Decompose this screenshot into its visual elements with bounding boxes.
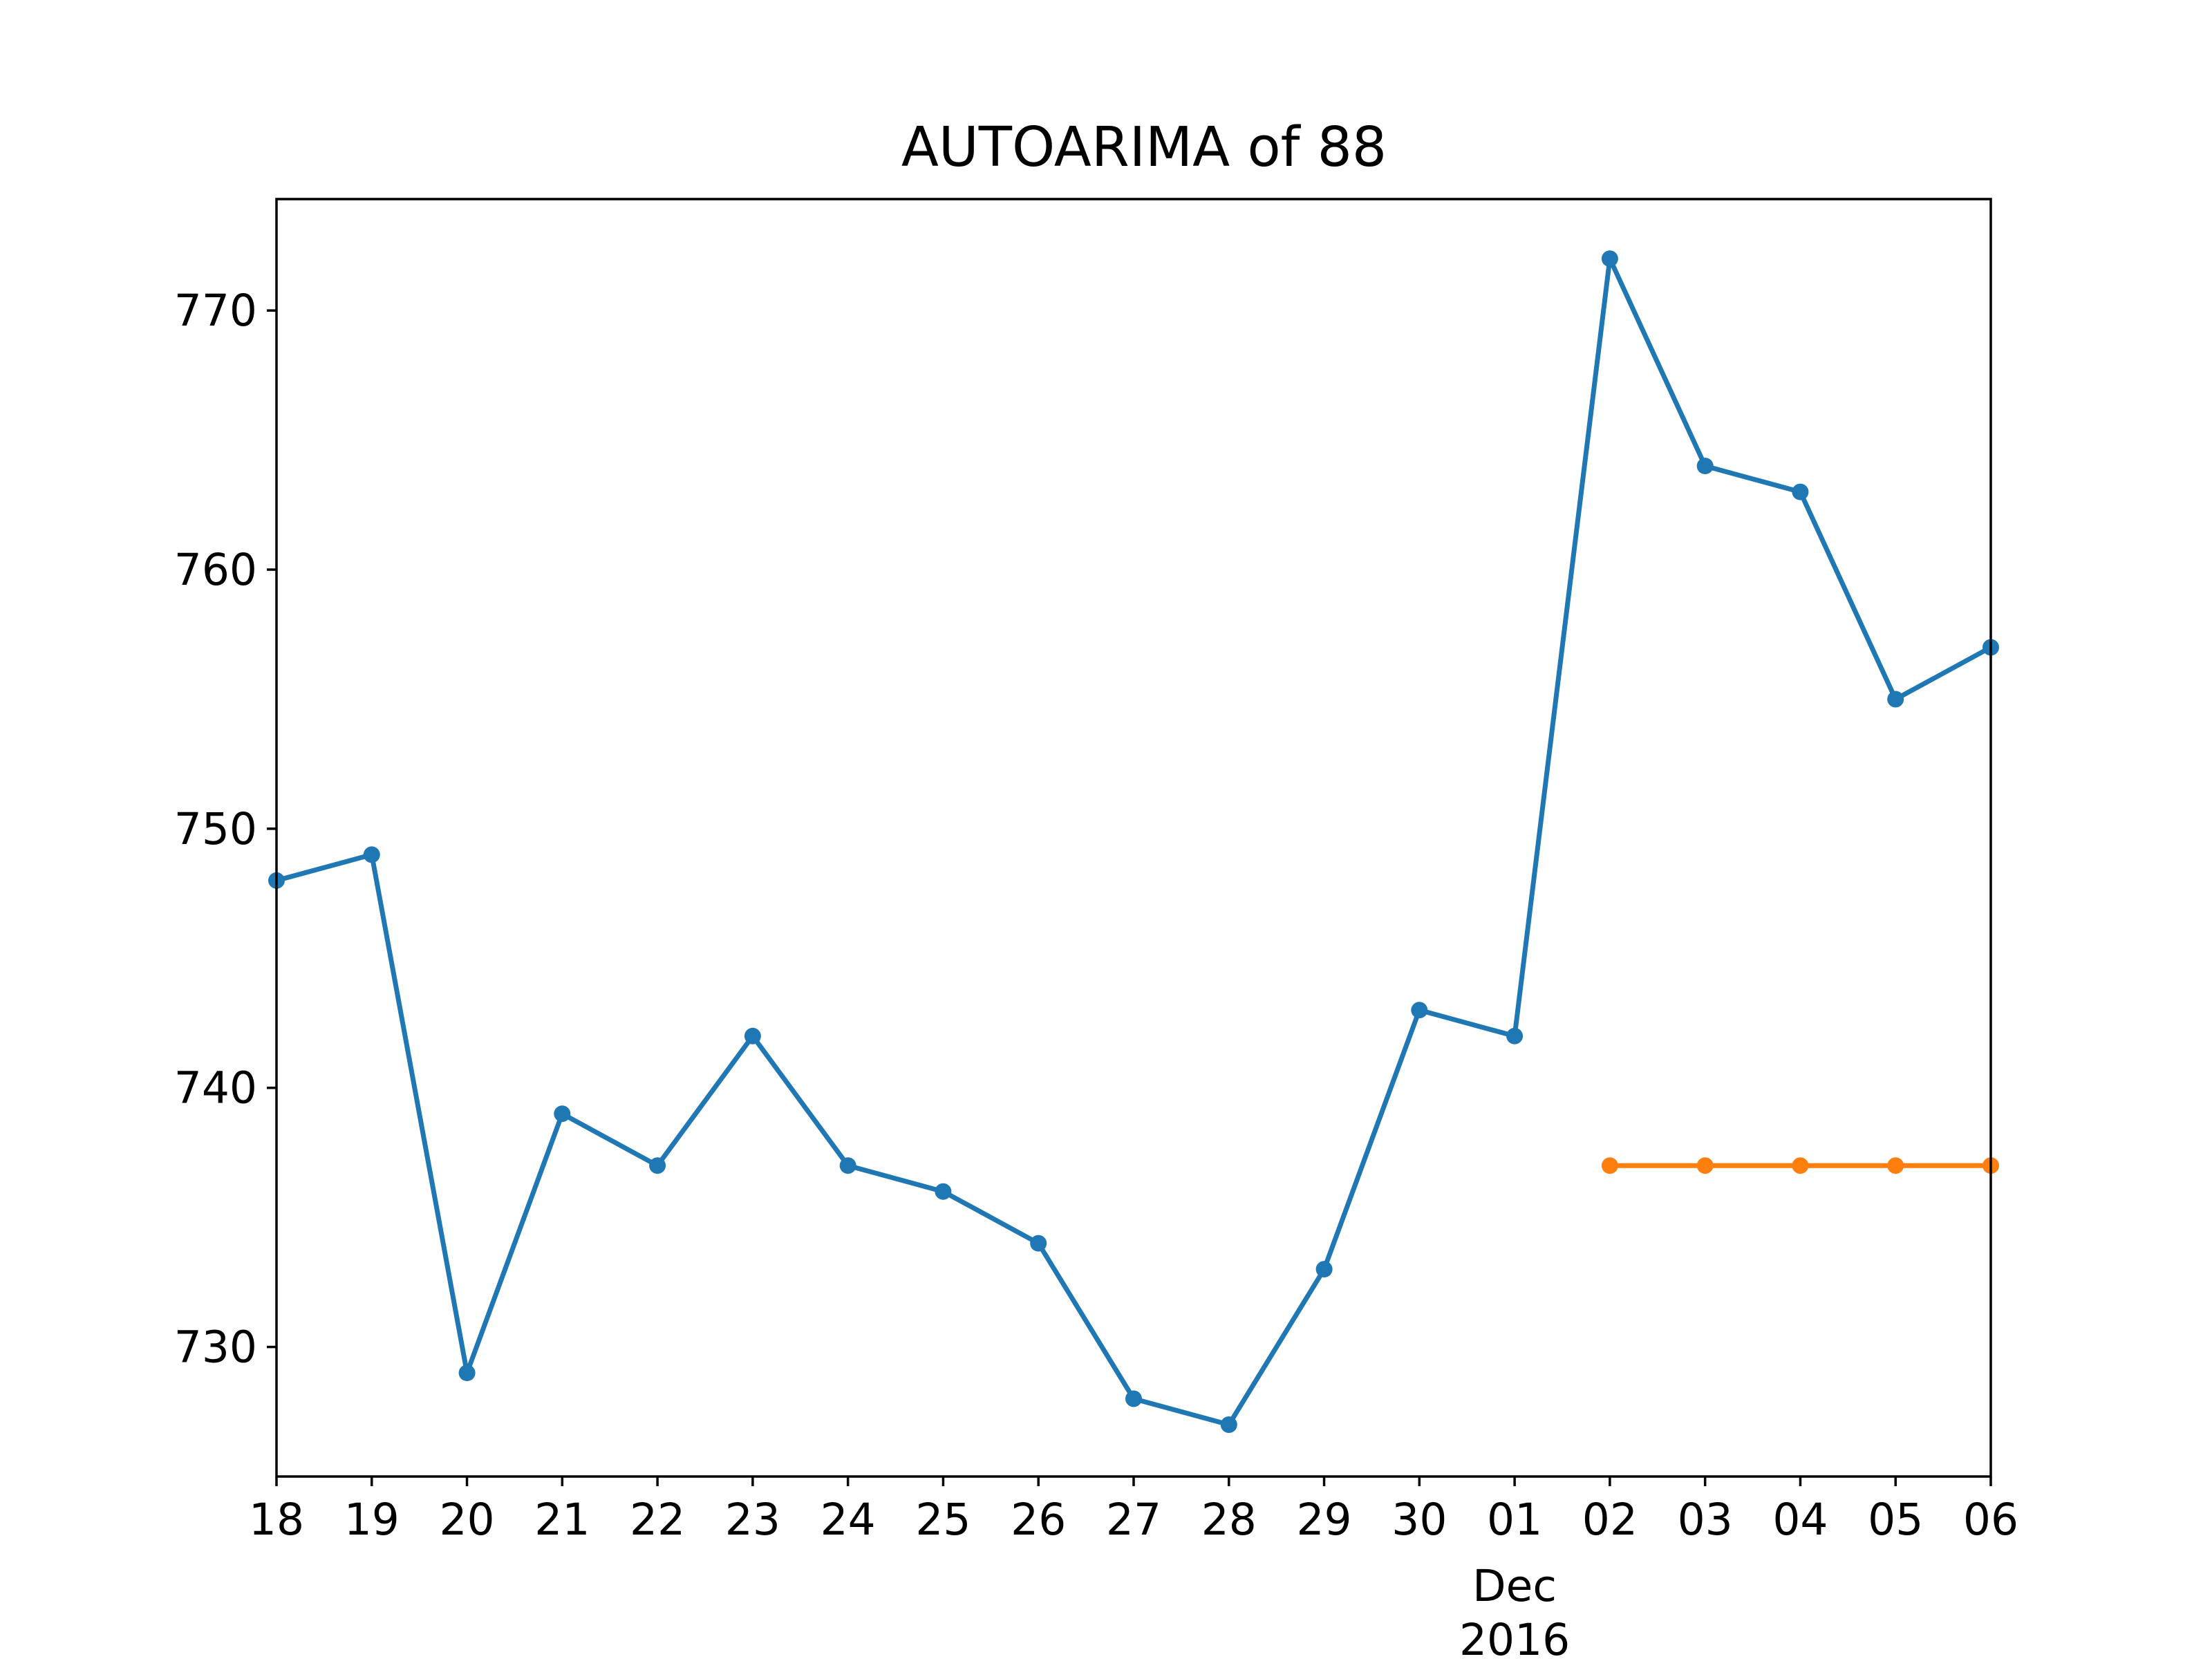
x-tick-label: 22	[630, 1494, 685, 1545]
series-1-point	[363, 846, 380, 863]
chart-title: AUTOARIMA of 88	[901, 115, 1387, 179]
series-1-point	[1696, 458, 1714, 475]
series-1-point	[1887, 691, 1904, 708]
series-1-point	[554, 1105, 571, 1123]
x-tick-label: 01	[1487, 1494, 1542, 1545]
y-tick-label: 750	[174, 804, 257, 854]
x-tick-label: 28	[1201, 1494, 1257, 1545]
x-major-label: Dec	[1472, 1561, 1557, 1611]
y-tick-label: 740	[174, 1063, 257, 1114]
x-tick-label: 18	[249, 1494, 304, 1545]
series-1-point	[649, 1157, 666, 1174]
series-1-point	[1125, 1390, 1142, 1407]
series-1-point	[1030, 1235, 1047, 1252]
series-2-point	[1696, 1157, 1714, 1174]
series-1-point	[839, 1157, 856, 1174]
series-layer	[268, 250, 1999, 1433]
x-tick-label: 25	[915, 1494, 971, 1545]
x-tick-label: 02	[1582, 1494, 1638, 1545]
x-tick-label: 27	[1106, 1494, 1161, 1545]
x-tick-label: 06	[1963, 1494, 2018, 1545]
series-2	[1601, 1157, 1999, 1174]
y-tick-label: 730	[174, 1322, 257, 1373]
series-1-point	[1601, 250, 1618, 268]
series-1-point	[1315, 1261, 1333, 1278]
x-tick-label: 21	[534, 1494, 590, 1545]
series-2-point	[1792, 1157, 1809, 1174]
axis-layer: 730 740 750 760 770 18 19 20 21 22 23 24 25 26 27 28 29 3…	[174, 285, 2018, 1659]
series-1-point	[458, 1365, 476, 1382]
series-1-point	[935, 1183, 952, 1200]
x-major-label: 2016	[1459, 1615, 1570, 1659]
x-tick-label: 03	[1678, 1494, 1733, 1545]
x-tick-label: 30	[1391, 1494, 1447, 1545]
x-tick-label: 20	[439, 1494, 494, 1545]
plot-frame	[275, 198, 1992, 1478]
series-1-point	[1411, 1002, 1428, 1019]
y-tick-label: 760	[174, 545, 257, 595]
x-tick-label: 04	[1772, 1494, 1828, 1545]
x-tick-label: 26	[1011, 1494, 1066, 1545]
x-tick-label: 24	[821, 1494, 876, 1545]
series-2-point	[1601, 1157, 1618, 1174]
series-2-point	[1887, 1157, 1904, 1174]
series-1	[268, 250, 1999, 1433]
x-tick-label: 19	[344, 1494, 400, 1545]
x-tick-label: 23	[725, 1494, 780, 1545]
x-tick-label: 29	[1296, 1494, 1351, 1545]
y-tick-label: 770	[174, 285, 257, 336]
series-1-point	[1220, 1416, 1237, 1433]
series-1-point	[1506, 1027, 1524, 1044]
x-tick-label: 05	[1868, 1494, 1923, 1545]
series-1-point	[744, 1027, 761, 1044]
series-1-point	[1792, 483, 1809, 500]
